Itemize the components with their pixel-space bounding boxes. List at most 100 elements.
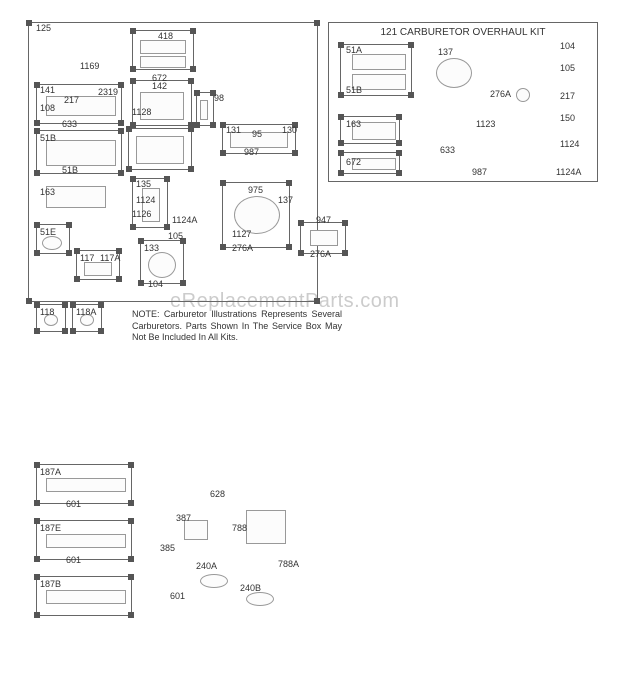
callout-label: 142 (152, 82, 167, 91)
part-glyph (148, 252, 176, 278)
callout-label: 1123 (476, 120, 495, 129)
callout-label: 51B (62, 166, 78, 175)
callout-label: 788A (278, 560, 299, 569)
corner-dot (396, 150, 402, 156)
corner-dot (338, 170, 344, 176)
callout-label: 217 (560, 92, 575, 101)
callout-label: 276A (490, 90, 511, 99)
callout-label: 987 (472, 168, 487, 177)
corner-dot (62, 328, 68, 334)
corner-dot (128, 500, 134, 506)
corner-dot (26, 298, 32, 304)
callout-label: 987 (244, 148, 259, 157)
callout-label: 788 (232, 524, 247, 533)
callout-label: 137 (438, 48, 453, 57)
part-glyph (46, 590, 126, 604)
part-glyph (46, 534, 126, 548)
part-glyph (46, 140, 116, 166)
callout-label: 51B (346, 86, 362, 95)
callout-label: 1124 (136, 196, 155, 205)
callout-label: 633 (62, 120, 77, 129)
corner-dot (118, 170, 124, 176)
part-glyph (140, 40, 186, 54)
corner-dot (210, 122, 216, 128)
corner-dot (408, 42, 414, 48)
part-glyph (136, 136, 184, 164)
callout-label: 975 (248, 186, 263, 195)
callout-label: 385 (160, 544, 175, 553)
callout-label: 187A (40, 468, 61, 477)
callout-label: 104 (148, 280, 163, 289)
callout-label: 95 (252, 130, 262, 139)
callout-label: 1124A (172, 216, 197, 225)
corner-dot (408, 92, 414, 98)
corner-dot (190, 66, 196, 72)
corner-dot (338, 92, 344, 98)
corner-dot (126, 126, 132, 132)
callout-label: 117A (100, 254, 120, 263)
corner-dot (164, 176, 170, 182)
part-glyph (184, 520, 208, 540)
callout-label: 137 (278, 196, 293, 205)
callout-label: 240B (240, 584, 261, 593)
part-glyph (310, 230, 338, 246)
callout-label: 133 (144, 244, 159, 253)
corner-dot (220, 150, 226, 156)
corner-dot (338, 150, 344, 156)
corner-dot (74, 276, 80, 282)
callout-label: 150 (560, 114, 575, 123)
corner-dot (286, 180, 292, 186)
callout-label: 118 (40, 308, 54, 317)
callout-label: 1169 (80, 62, 99, 71)
corner-dot (180, 280, 186, 286)
callout-label: 187B (40, 580, 61, 589)
callout-label: 601 (170, 592, 185, 601)
part-glyph (46, 96, 116, 116)
corner-dot (338, 42, 344, 48)
callout-label: 98 (214, 94, 224, 103)
callout-label: 187E (40, 524, 61, 533)
corner-dot (338, 114, 344, 120)
corner-dot (188, 166, 194, 172)
callout-label: 240A (196, 562, 217, 571)
callout-label: 163 (346, 120, 361, 129)
callout-label: 601 (66, 500, 81, 509)
corner-dot (130, 224, 136, 230)
callout-label: 105 (560, 64, 575, 73)
callout-label: 108 (40, 104, 55, 113)
callout-label: 633 (440, 146, 455, 155)
callout-label: 672 (346, 158, 361, 167)
callout-label: 141 (40, 86, 55, 95)
corner-dot (164, 224, 170, 230)
corner-dot (314, 20, 320, 26)
corner-dot (116, 276, 122, 282)
callout-label: 418 (158, 32, 173, 41)
callout-label: 51A (346, 46, 362, 55)
overhaul-kit-title: 121 CARBURETOR OVERHAUL KIT (329, 27, 597, 38)
callout-label: 130 (282, 126, 297, 135)
part-glyph (42, 236, 62, 250)
corner-dot (338, 140, 344, 146)
callout-label: 104 (560, 42, 575, 51)
callout-label: 601 (66, 556, 81, 565)
corner-dot (34, 170, 40, 176)
corner-dot (396, 140, 402, 146)
corner-dot (128, 556, 134, 562)
part-glyph (516, 88, 530, 102)
corner-dot (66, 222, 72, 228)
part-glyph (436, 58, 472, 88)
callout-label: 163 (40, 188, 55, 197)
carburetor-note-text: NOTE: Carburetor Illustrations Represent… (132, 309, 342, 344)
corner-dot (194, 122, 200, 128)
callout-label: 1124 (560, 140, 579, 149)
callout-label: 628 (210, 490, 225, 499)
corner-dot (118, 128, 124, 134)
part-glyph (246, 510, 286, 544)
corner-dot (118, 120, 124, 126)
corner-dot (118, 82, 124, 88)
corner-dot (396, 170, 402, 176)
callout-label: 276A (232, 244, 253, 253)
corner-dot (34, 556, 40, 562)
corner-dot (342, 220, 348, 226)
corner-dot (292, 150, 298, 156)
